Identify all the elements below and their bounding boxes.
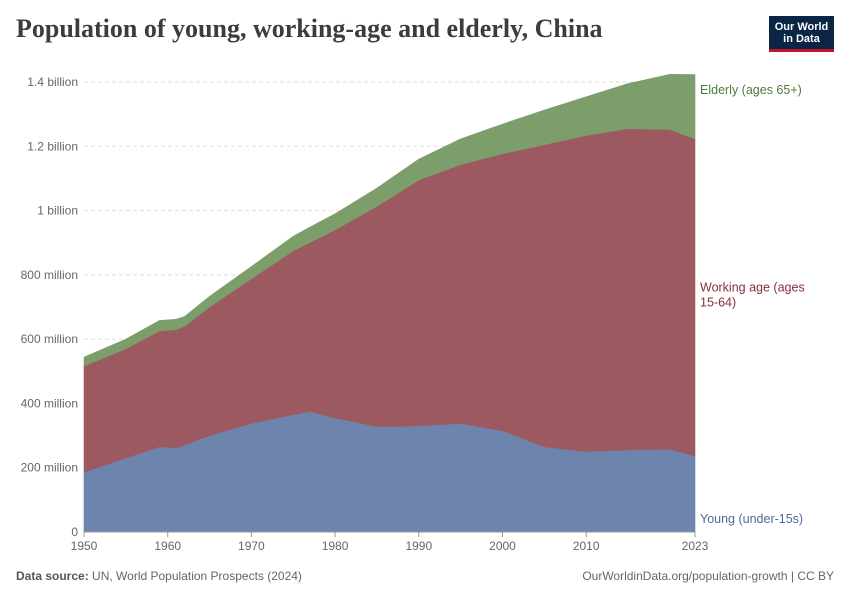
x-tick-label: 2000 (489, 539, 516, 553)
x-tick-label: 1980 (322, 539, 349, 553)
y-tick-label: 1.4 billion (27, 75, 78, 89)
series-label-1: Working age (ages 15-64) (700, 281, 805, 310)
data-source-text: UN, World Population Prospects (2024) (92, 569, 302, 583)
x-tick-label: 1970 (238, 539, 265, 553)
data-source: Data source: UN, World Population Prospe… (16, 569, 302, 583)
logo-line-2: in Data (783, 32, 820, 45)
data-source-label: Data source: (16, 569, 89, 583)
logo-line-1: Our World (774, 20, 829, 33)
series-label-0: Young (under-15s) (700, 512, 803, 526)
x-tick-label: 1990 (405, 539, 432, 553)
y-tick-label: 600 million (21, 332, 78, 346)
owid-logo[interactable]: Our World in Data (769, 16, 834, 52)
area-series-2[interactable] (83, 73, 696, 367)
y-tick-label: 400 million (21, 396, 78, 410)
axes: 0 200 million 400 million 600 million 800 mi… (21, 75, 709, 553)
x-tick-label: 2010 (573, 539, 600, 553)
y-tick-label: 200 million (21, 461, 78, 475)
y-tick-label: 1.2 billion (27, 139, 78, 153)
y-tick-label: 800 million (21, 268, 78, 282)
series-areas (83, 73, 696, 533)
series-labels: Young (under-15s) Working age (ages 15-64)… (700, 83, 805, 526)
y-tick-label: 0 (71, 525, 78, 539)
x-tick-label: 1950 (71, 539, 98, 553)
y-tick-label: 1 billion (37, 204, 78, 218)
source-url[interactable]: OurWorldinData.org/population-growth | C… (582, 569, 834, 583)
series-label-2: Elderly (ages 65+) (700, 83, 802, 97)
x-tick-label: 1960 (154, 539, 181, 553)
chart-title: Population of young, working-age and eld… (16, 14, 603, 43)
x-tick-label: 2023 (682, 539, 709, 553)
